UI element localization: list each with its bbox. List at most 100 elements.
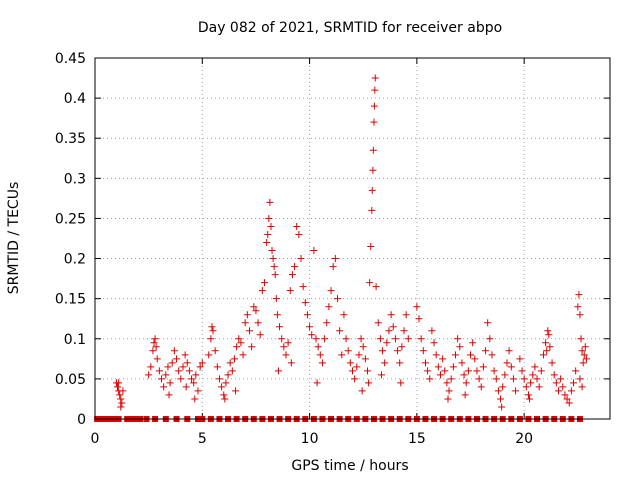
srmtid-point xyxy=(449,363,457,371)
srmtid-point xyxy=(578,347,586,355)
srmtid-point xyxy=(561,391,569,399)
srmtid-point xyxy=(509,375,517,383)
srmtid-point xyxy=(117,395,125,403)
srmtid-point xyxy=(114,383,122,391)
srmtid-point xyxy=(486,335,494,343)
srmtid-point xyxy=(372,283,380,291)
srmtid-point xyxy=(546,343,554,351)
srmtid-point xyxy=(215,375,223,383)
srmtid-point xyxy=(272,295,280,303)
srmtid-point xyxy=(246,327,253,335)
srmtid-point xyxy=(166,379,174,387)
srmtid-point xyxy=(464,367,472,375)
y-tick-label: 0.05 xyxy=(55,372,86,388)
srmtid-point xyxy=(261,279,269,287)
srmtid-point xyxy=(213,363,221,371)
srmtid-point xyxy=(266,198,274,206)
srmtid-point xyxy=(533,375,541,383)
srmtid-point xyxy=(434,363,442,371)
srmtid-point xyxy=(243,311,251,319)
srmtid-point xyxy=(168,359,176,367)
srmtid-point xyxy=(441,367,449,375)
srmtid-point xyxy=(357,335,365,343)
srmtid-point xyxy=(211,347,219,355)
srmtid-point xyxy=(417,335,425,343)
srmtid-point xyxy=(287,359,295,367)
srmtid-point xyxy=(205,351,213,359)
srmtid-point xyxy=(576,375,584,383)
srmtid-point xyxy=(421,359,429,367)
srmtid-point xyxy=(220,391,228,399)
srmtid-point xyxy=(479,363,487,371)
srmtid-point xyxy=(164,363,172,371)
srmtid-point xyxy=(576,311,584,319)
srmtid-point xyxy=(542,339,550,347)
srmtid-point xyxy=(439,355,447,363)
y-tick-label: 0.3 xyxy=(64,171,86,187)
srmtid-point xyxy=(192,371,200,379)
srmtid-point xyxy=(190,379,198,387)
srmtid-point xyxy=(179,363,187,371)
srmtid-point xyxy=(183,359,191,367)
srmtid-point xyxy=(353,363,361,371)
srmtid-point xyxy=(578,383,586,391)
srmtid-point xyxy=(544,327,552,335)
srmtid-point xyxy=(503,359,511,367)
srmtid-point xyxy=(250,303,258,311)
srmtid-point xyxy=(165,391,173,399)
x-tick-label: 5 xyxy=(198,431,207,447)
srmtid-point xyxy=(323,319,331,327)
srmtid-point xyxy=(344,347,352,355)
srmtid-point xyxy=(194,387,202,395)
srmtid-point xyxy=(226,359,234,367)
x-axis-title: GPS time / hours xyxy=(291,458,408,474)
y-tick-label: 0.15 xyxy=(55,292,86,308)
srmtid-point xyxy=(321,335,329,343)
srmtid-point xyxy=(379,347,387,355)
srmtid-point xyxy=(117,403,125,411)
srmtid-point xyxy=(188,375,196,383)
srmtid-point xyxy=(297,255,305,263)
srmtid-point xyxy=(575,291,583,299)
srmtid-point xyxy=(570,379,578,387)
srmtid-point xyxy=(484,319,492,327)
srmtid-point xyxy=(331,255,339,263)
srmtid-point xyxy=(286,287,294,295)
srmtid-point xyxy=(359,343,367,351)
srmtid-point xyxy=(237,339,245,347)
srmtid-point xyxy=(303,311,311,319)
srmtid-point xyxy=(181,351,189,359)
srmtid-point xyxy=(336,327,344,335)
srmtid-point xyxy=(278,335,286,343)
srmtid-point xyxy=(239,351,247,359)
srmtid-point xyxy=(531,363,539,371)
srmtid-point xyxy=(329,263,337,271)
srmtid-point xyxy=(381,359,389,367)
srmtid-point xyxy=(539,351,547,359)
srmtid-point xyxy=(293,222,301,230)
srmtid-point xyxy=(355,351,363,359)
srmtid-point xyxy=(430,339,438,347)
srmtid-point xyxy=(369,166,377,174)
srmtid-point xyxy=(152,343,160,351)
srmtid-point xyxy=(116,391,124,399)
y-tick-label: 0.35 xyxy=(55,131,86,147)
srmtid-point xyxy=(387,311,395,319)
srmtid-point xyxy=(473,367,481,375)
x-axis-tick-labels: 0 5 10 15 20 xyxy=(91,431,534,447)
srmtid-point xyxy=(177,375,185,383)
srmtid-point xyxy=(155,367,163,375)
srmtid-point xyxy=(577,335,585,343)
srmtid-point xyxy=(400,327,408,335)
srmtid-point xyxy=(149,347,157,355)
srmtid-point xyxy=(389,323,397,331)
srmtid-point xyxy=(535,383,543,391)
y-tick-label: 0.25 xyxy=(55,211,86,227)
srmtid-point xyxy=(432,351,440,359)
srmtid-point xyxy=(477,383,485,391)
srmtid-point xyxy=(461,391,469,399)
srmtid-point xyxy=(145,371,153,379)
srmtid-point xyxy=(426,375,434,383)
srmtid-point xyxy=(196,363,204,371)
